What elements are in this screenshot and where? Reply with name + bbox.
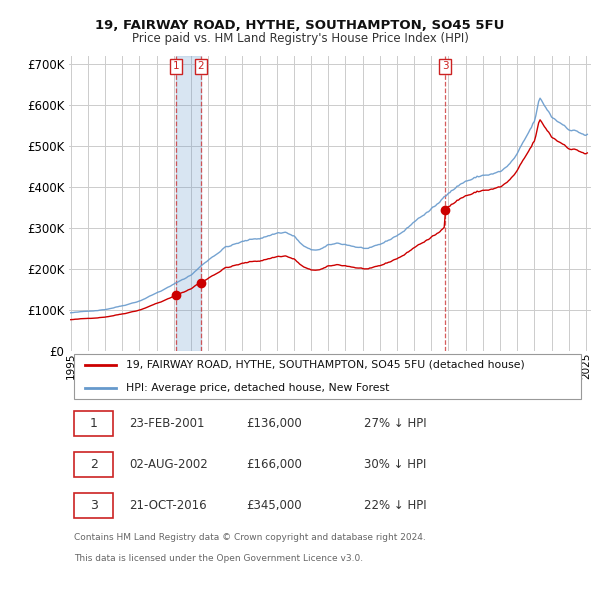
Text: HPI: Average price, detached house, New Forest: HPI: Average price, detached house, New … (127, 383, 390, 393)
Text: 22% ↓ HPI: 22% ↓ HPI (364, 499, 427, 512)
Text: This data is licensed under the Open Government Licence v3.0.: This data is licensed under the Open Gov… (74, 555, 364, 563)
Text: 1: 1 (173, 61, 179, 71)
Text: 19, FAIRWAY ROAD, HYTHE, SOUTHAMPTON, SO45 5FU (detached house): 19, FAIRWAY ROAD, HYTHE, SOUTHAMPTON, SO… (127, 360, 525, 370)
Text: Contains HM Land Registry data © Crown copyright and database right 2024.: Contains HM Land Registry data © Crown c… (74, 533, 426, 542)
Text: 3: 3 (90, 499, 98, 512)
Text: 02-AUG-2002: 02-AUG-2002 (129, 458, 208, 471)
Text: £136,000: £136,000 (247, 417, 302, 430)
FancyBboxPatch shape (74, 411, 113, 435)
Text: Price paid vs. HM Land Registry's House Price Index (HPI): Price paid vs. HM Land Registry's House … (131, 32, 469, 45)
Bar (176, 56, 201, 351)
Text: 30% ↓ HPI: 30% ↓ HPI (364, 458, 427, 471)
Text: £345,000: £345,000 (247, 499, 302, 512)
FancyBboxPatch shape (74, 355, 581, 399)
Text: 23-FEB-2001: 23-FEB-2001 (129, 417, 205, 430)
Text: 19, FAIRWAY ROAD, HYTHE, SOUTHAMPTON, SO45 5FU: 19, FAIRWAY ROAD, HYTHE, SOUTHAMPTON, SO… (95, 19, 505, 32)
Text: 27% ↓ HPI: 27% ↓ HPI (364, 417, 427, 430)
FancyBboxPatch shape (74, 452, 113, 477)
Text: 21-OCT-2016: 21-OCT-2016 (129, 499, 206, 512)
FancyBboxPatch shape (74, 493, 113, 518)
Text: 1: 1 (90, 417, 98, 430)
Text: 3: 3 (442, 61, 448, 71)
Text: 2: 2 (90, 458, 98, 471)
Text: £166,000: £166,000 (247, 458, 302, 471)
Text: 2: 2 (197, 61, 204, 71)
